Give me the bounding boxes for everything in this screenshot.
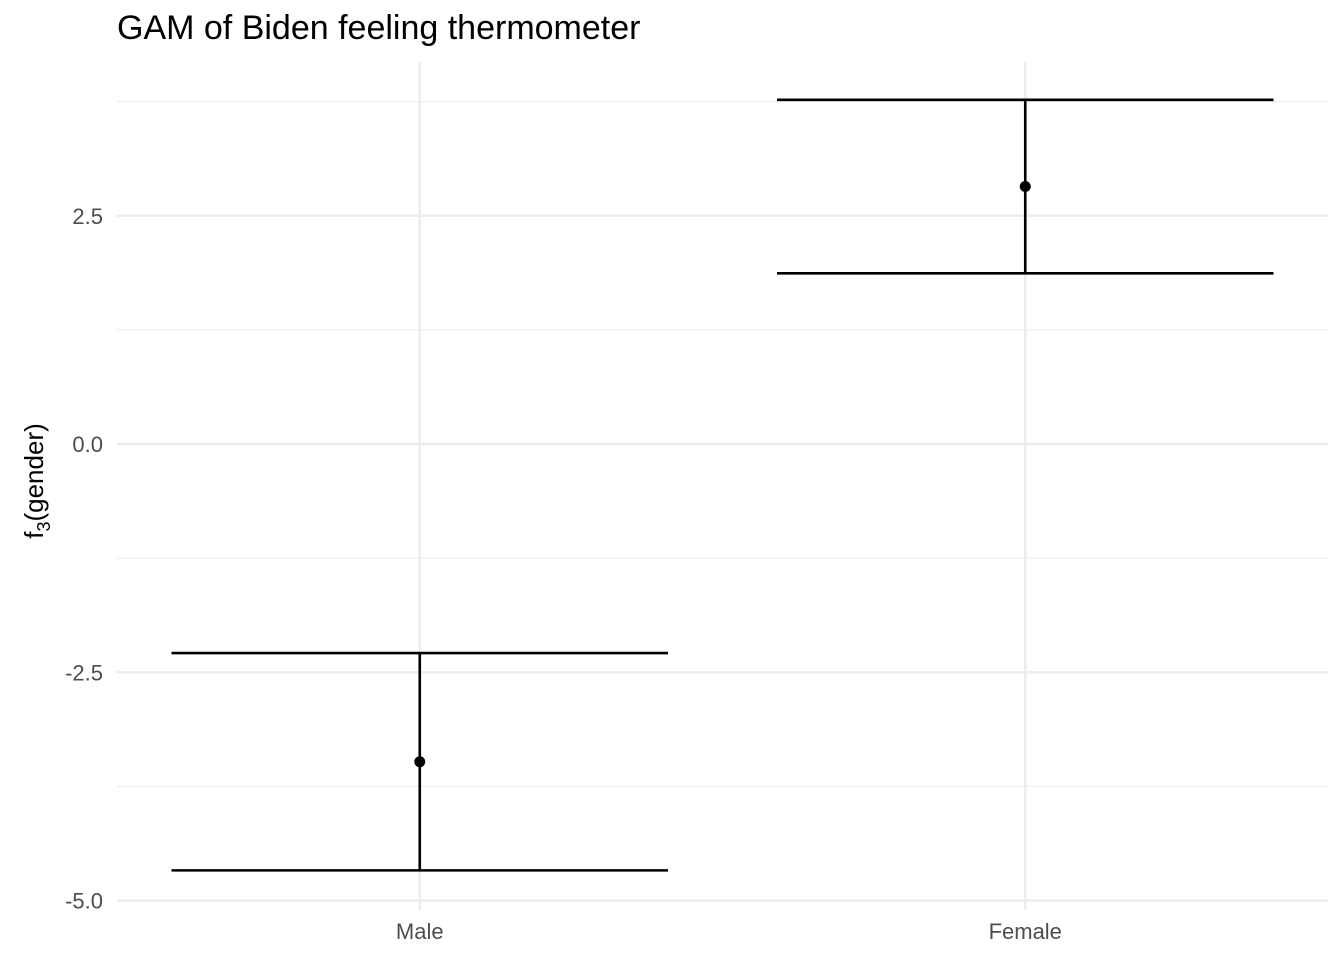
error-bars: [171, 98, 1274, 872]
y-axis-label: f3(gender): [19, 423, 54, 539]
y-axis-label-base: f: [19, 531, 49, 539]
y-axis-ticks: -5.0 -2.5 0.0 2.5: [65, 204, 103, 914]
estimate-point-male: [414, 756, 426, 768]
y-tick-label: -2.5: [65, 660, 103, 685]
y-tick-label: -5.0: [65, 889, 103, 914]
y-tick-label: 2.5: [72, 204, 103, 229]
x-tick-label-male: Male: [396, 919, 444, 944]
estimate-point-female: [1019, 181, 1031, 193]
y-axis-label-subscript: 3: [34, 522, 54, 532]
grid: [117, 62, 1328, 910]
chart-title: GAM of Biden feeling thermometer: [117, 9, 640, 47]
y-axis-label-rest: (gender): [19, 423, 49, 521]
x-axis-ticks: Male Female: [396, 919, 1062, 944]
x-tick-label-female: Female: [989, 919, 1062, 944]
y-tick-label: 0.0: [72, 432, 103, 457]
